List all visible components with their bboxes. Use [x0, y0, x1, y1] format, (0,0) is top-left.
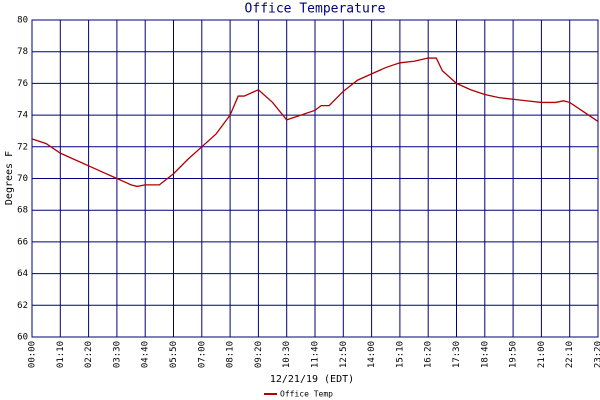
x-tick-label: 11:40 [311, 341, 321, 368]
x-tick-label: 21:00 [537, 341, 547, 368]
x-tick-label: 14:00 [367, 341, 377, 368]
y-tick-label: 72 [17, 142, 28, 152]
y-tick-label: 80 [17, 16, 28, 26]
x-tick-label: 01:10 [56, 341, 66, 368]
x-tick-label: 16:20 [424, 341, 434, 368]
x-tick-label: 19:50 [509, 341, 519, 368]
y-tick-label: 76 [17, 79, 28, 89]
x-tick-label: 02:20 [84, 341, 94, 368]
y-tick-label: 62 [17, 301, 28, 311]
x-tick-label: 04:40 [141, 341, 151, 368]
y-tick-label: 68 [17, 206, 28, 216]
x-tick-label: 00:00 [28, 341, 38, 368]
y-tick-label: 78 [17, 47, 28, 57]
x-tick-label: 18:40 [480, 341, 490, 368]
x-tick-label: 07:00 [197, 341, 207, 368]
y-tick-label: 66 [17, 237, 28, 247]
x-tick-label: 23:20 [594, 341, 600, 368]
y-tick-label: 64 [17, 269, 28, 279]
x-tick-label: 10:30 [282, 341, 292, 368]
y-tick-label: 60 [17, 333, 28, 343]
x-tick-label: 09:20 [254, 341, 264, 368]
x-tick-label: 12:50 [339, 341, 349, 368]
x-tick-label: 08:10 [226, 341, 236, 368]
y-axis-label: Degrees F [4, 151, 15, 205]
data-line [31, 57, 599, 188]
x-tick-label: 22:10 [565, 341, 575, 368]
x-tick-label: 17:30 [452, 341, 462, 368]
y-tick-label: 74 [17, 111, 28, 121]
chart-title: Office Temperature [245, 2, 386, 17]
x-tick-label: 15:10 [395, 341, 405, 368]
x-axis-label: 12/21/19 (EDT) [270, 374, 354, 385]
legend-label: Office Temp [280, 390, 333, 399]
x-tick-label: 03:30 [112, 341, 122, 368]
y-tick-label: 70 [17, 174, 28, 184]
x-tick-label: 05:50 [169, 341, 179, 368]
